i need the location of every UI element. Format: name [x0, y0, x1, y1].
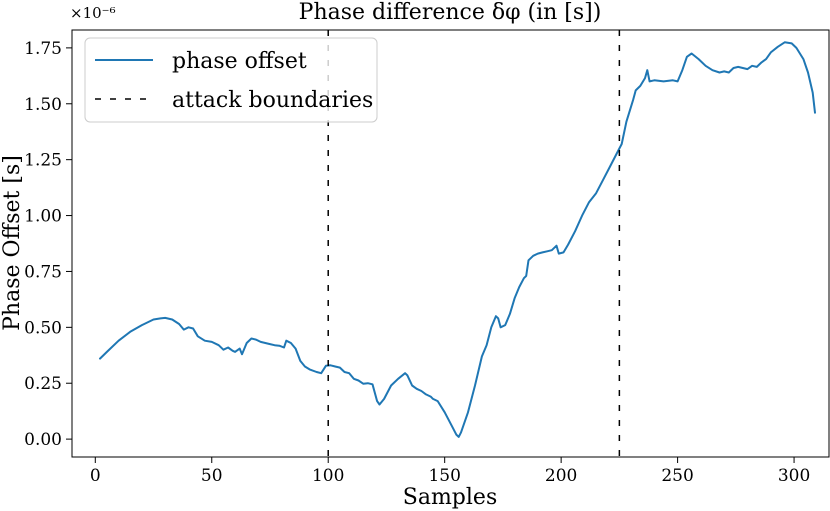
chart-title: Phase difference δφ (in [s])	[299, 0, 602, 25]
y-tick-label: 0.75	[24, 262, 62, 282]
y-tick-label: 0.50	[24, 318, 62, 338]
x-tick-label: 50	[201, 466, 223, 486]
x-tick-label: 100	[312, 466, 344, 486]
attack-boundary-layer	[327, 30, 621, 457]
legend-label-attack-boundaries: attack boundaries	[172, 88, 373, 113]
y-tick-label: 1.50	[24, 95, 62, 115]
plot-frame	[71, 29, 830, 458]
x-tick-label: 0	[90, 466, 101, 486]
x-axis-label: Samples	[403, 485, 497, 510]
legend-box	[84, 37, 378, 123]
x-tick-label: 150	[428, 466, 460, 486]
legend: phase offset attack boundaries	[84, 37, 378, 123]
x-tick-label: 250	[661, 466, 693, 486]
y-tick-label: 1.75	[24, 39, 62, 59]
x-axis-ticks: 0 50 100 150 200 250 300	[90, 457, 810, 486]
series-layer	[99, 41, 816, 438]
y-axis-ticks: 0.00 0.25 0.50 0.75 1.00 1.25 1.50 1.75	[24, 39, 72, 450]
series-line-phase-offset	[99, 41, 816, 438]
x-tick-label: 200	[545, 466, 577, 486]
legend-label-phase-offset: phase offset	[172, 49, 307, 74]
x-tick-label: 300	[778, 466, 810, 486]
y-tick-label: 1.25	[24, 151, 62, 171]
y-axis-label: Phase Offset [s]	[0, 155, 25, 331]
y-tick-label: 0.00	[24, 430, 62, 450]
y-tick-label: 1.00	[24, 207, 62, 227]
y-scale-note: ×10⁻⁶	[70, 4, 116, 22]
y-tick-label: 0.25	[24, 374, 62, 394]
